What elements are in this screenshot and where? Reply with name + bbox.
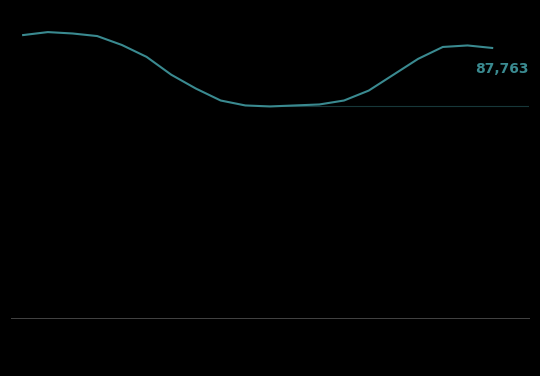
Text: 87,763: 87,763 xyxy=(475,62,529,76)
